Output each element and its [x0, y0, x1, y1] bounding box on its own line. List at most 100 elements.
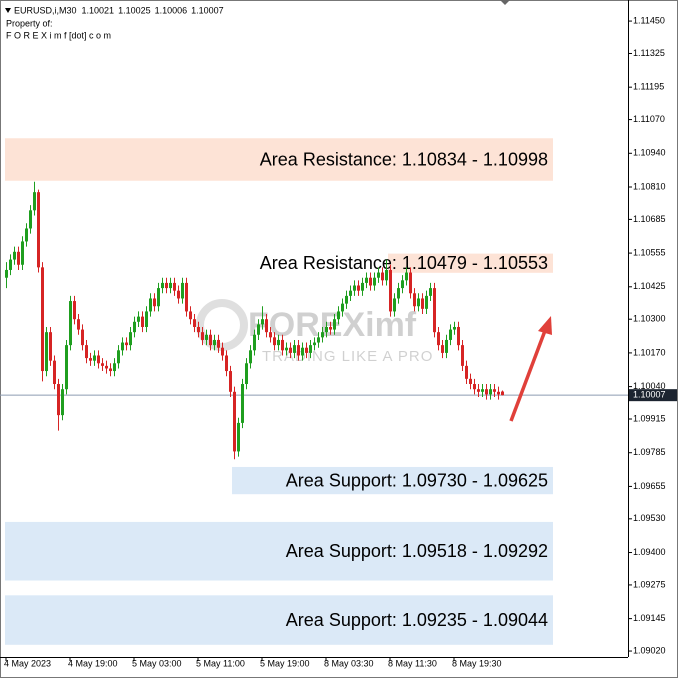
- candle-body: [157, 288, 160, 307]
- candle-body: [57, 384, 60, 416]
- candle-body: [53, 360, 56, 385]
- zone: [388, 253, 553, 273]
- y-tick-label: 1.11325: [633, 48, 665, 58]
- candle-body: [497, 391, 500, 395]
- candle-body: [325, 326, 328, 333]
- candle-body: [413, 293, 416, 307]
- y-tick-label: 1.11450: [633, 15, 665, 25]
- candle-body: [441, 345, 444, 353]
- header-ohlc: 1.10006: [155, 5, 188, 15]
- candle-body: [297, 345, 300, 356]
- candle-body: [393, 298, 396, 312]
- candle-body: [457, 326, 460, 346]
- y-tick-label: 1.09655: [633, 481, 666, 491]
- candle-body: [397, 288, 400, 299]
- candle-body: [81, 329, 84, 346]
- candle-body: [17, 251, 20, 265]
- x-tick-label: 5 May 19:00: [260, 658, 310, 668]
- candle-body: [105, 365, 108, 369]
- watermark-text: FOREXimf: [248, 306, 417, 344]
- candle-body: [173, 282, 176, 291]
- candle-body: [489, 389, 492, 395]
- candle-body: [205, 334, 208, 340]
- candle-body: [417, 298, 420, 307]
- candle-body: [193, 319, 196, 327]
- candle-body: [401, 280, 404, 289]
- candle-body: [49, 332, 52, 361]
- x-tick-label: 8 May 19:30: [452, 658, 502, 668]
- candle-body: [281, 339, 284, 351]
- candle-body: [313, 342, 316, 346]
- symbol: EURUSD,i,M30: [14, 5, 77, 15]
- candle-body: [493, 389, 496, 392]
- candle-body: [149, 298, 152, 312]
- header-ohlc: 1.10025: [118, 5, 151, 15]
- y-tick-label: 1.10040: [633, 381, 666, 391]
- candle-body: [309, 345, 312, 353]
- candle-body: [341, 303, 344, 312]
- candle-body: [201, 332, 204, 340]
- y-tick-label: 1.10940: [633, 148, 666, 158]
- candle-body: [293, 345, 296, 353]
- candle-body: [369, 277, 372, 286]
- y-tick-label: 1.11195: [633, 82, 664, 92]
- menu-icon: [5, 8, 11, 13]
- watermark: FOREXimf TRADING LIKE A PRO: [196, 299, 433, 365]
- candle-body: [209, 334, 212, 346]
- candle-body: [101, 363, 104, 366]
- candle-body: [161, 282, 164, 289]
- candle-body: [33, 192, 36, 211]
- candle-body: [13, 251, 16, 260]
- candle-body: [9, 259, 12, 270]
- candle-body: [349, 290, 352, 296]
- candle-body: [233, 391, 236, 452]
- price-tag-label: 1.10007: [633, 390, 666, 400]
- shift-marker: [500, 0, 510, 5]
- candle-body: [429, 288, 432, 296]
- candle-body: [333, 319, 336, 330]
- candle-body: [221, 347, 224, 356]
- zone: [5, 138, 553, 181]
- candle-body: [217, 339, 220, 348]
- candle-body: [469, 378, 472, 385]
- candle-body: [389, 269, 392, 312]
- candle-body: [177, 290, 180, 299]
- y-tick-label: 1.09145: [633, 613, 666, 623]
- candle-body: [61, 389, 64, 416]
- candle-body: [65, 345, 68, 390]
- candle-body: [361, 282, 364, 291]
- candle-body: [45, 332, 48, 372]
- candle-body: [241, 384, 244, 423]
- y-tick-label: 1.09530: [633, 513, 666, 523]
- candle-body: [289, 347, 292, 353]
- candle-body: [225, 355, 228, 372]
- candle-body: [345, 295, 348, 304]
- candle-body: [449, 329, 452, 340]
- candle-body: [109, 368, 112, 372]
- x-tick-label: 8 May 11:30: [388, 658, 437, 668]
- candle-body: [409, 272, 412, 294]
- x-tick-label: 4 May 19:00: [68, 658, 118, 668]
- zone-label: Area Support: 1.09730 - 1.09625: [286, 470, 548, 490]
- zones: Area Resistance: 1.10834 - 1.10998 Area R…: [5, 138, 553, 645]
- header-ohlc: 1.10007: [191, 5, 224, 15]
- candle-body: [181, 282, 184, 299]
- y-tick-label: 1.10685: [633, 214, 666, 224]
- candle-body: [169, 282, 172, 289]
- candle-body: [277, 339, 280, 346]
- candle-body: [433, 288, 436, 333]
- candle-body: [261, 319, 264, 325]
- candle-body: [133, 321, 136, 333]
- x-tick-label: 5 May 03:00: [132, 658, 182, 668]
- watermark-tagline: TRADING LIKE A PRO: [262, 348, 433, 365]
- candle-body: [21, 241, 24, 265]
- header-ohlc: 1.10021: [82, 5, 115, 15]
- header: EURUSD,i,M30 Property of: F O R E X i m …: [6, 5, 111, 40]
- zone: [232, 466, 553, 495]
- candle-body: [481, 389, 484, 392]
- y-tick-label: 1.09915: [633, 413, 666, 423]
- header-line: Property of:: [6, 18, 53, 28]
- candle-body: [145, 311, 148, 327]
- candle-body: [437, 332, 440, 346]
